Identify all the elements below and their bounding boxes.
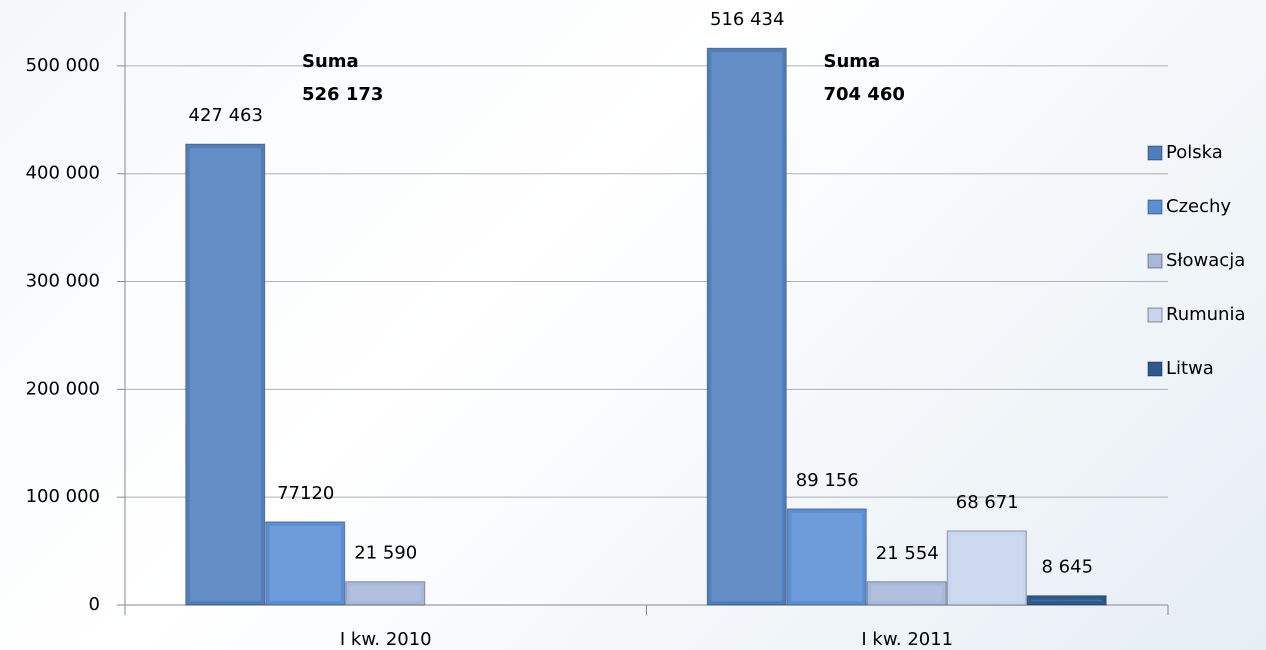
value-label: 77120 xyxy=(277,483,334,504)
y-tick-label: 500 000 xyxy=(26,55,100,76)
bar xyxy=(1026,595,1107,606)
bar xyxy=(786,508,867,606)
bar xyxy=(866,581,947,606)
bar-bevel xyxy=(951,534,1023,601)
bar xyxy=(946,530,1027,606)
y-tick-label: 300 000 xyxy=(26,271,100,292)
legend-label: Litwa xyxy=(1166,358,1214,379)
bar-bevel xyxy=(711,52,783,602)
y-tick-label: 100 000 xyxy=(26,486,100,507)
bar-bevel xyxy=(349,585,421,601)
bar-bevel xyxy=(1031,599,1103,601)
bar-bevel xyxy=(189,148,261,601)
value-label: 427 463 xyxy=(189,105,263,126)
x-tick-label: I kw. 2010 xyxy=(340,629,432,650)
value-label: 68 671 xyxy=(956,492,1019,513)
bar-bevel xyxy=(791,512,863,601)
value-label: 21 590 xyxy=(354,543,417,564)
y-tick-label: 400 000 xyxy=(26,163,100,184)
value-label: 8 645 xyxy=(1041,557,1093,578)
legend-label: Rumunia xyxy=(1166,304,1246,325)
bar xyxy=(265,521,346,606)
legend-label: Słowacja xyxy=(1166,250,1245,271)
value-label: 89 156 xyxy=(796,470,859,491)
legend-swatch xyxy=(1147,361,1163,377)
annotation: Suma xyxy=(824,51,881,72)
annotation: 704 460 xyxy=(824,84,905,105)
y-tick-label: 200 000 xyxy=(26,378,100,399)
annotation: 526 173 xyxy=(302,84,383,105)
bar xyxy=(345,581,426,606)
value-label: 516 434 xyxy=(710,9,784,30)
bar xyxy=(706,47,787,606)
y-tick-label: 0 xyxy=(89,594,100,615)
bar xyxy=(185,143,266,606)
bar-bevel xyxy=(871,585,943,601)
legend-label: Czechy xyxy=(1166,196,1231,217)
legend-swatch xyxy=(1147,253,1163,269)
x-tick-label: I kw. 2011 xyxy=(861,629,953,650)
legend-swatch xyxy=(1147,307,1163,323)
bar-bevel xyxy=(269,525,341,601)
annotation: Suma xyxy=(302,51,359,72)
value-label: 21 554 xyxy=(876,543,939,564)
legend-swatch xyxy=(1147,199,1163,215)
legend-swatch xyxy=(1147,145,1163,161)
legend-label: Polska xyxy=(1166,142,1223,163)
